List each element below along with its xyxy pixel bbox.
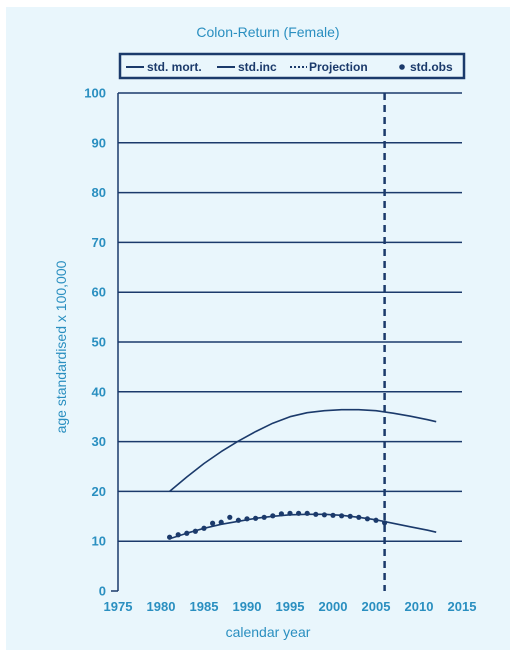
legend-swatch-std-obs	[399, 64, 405, 70]
obs-point-2001	[339, 513, 345, 519]
obs-point-1992	[261, 514, 267, 520]
x-tick-label-1975: 1975	[104, 599, 133, 614]
obs-point-1995	[287, 510, 293, 516]
y-tick-label-0: 0	[99, 584, 106, 599]
obs-point-1994	[278, 511, 284, 517]
series-std-inc-line	[169, 408, 437, 493]
y-tick-label-10: 10	[92, 534, 106, 549]
y-tick-label-40: 40	[92, 384, 106, 399]
legend-label-std-mort: std. mort.	[147, 60, 202, 74]
obs-point-1988	[227, 514, 233, 520]
chart-title: Colon-Return (Female)	[196, 24, 339, 40]
x-axis-title: calendar year	[226, 624, 311, 640]
y-tick-label-60: 60	[92, 285, 106, 300]
x-tick-label-1985: 1985	[190, 599, 219, 614]
obs-point-1991	[253, 515, 259, 521]
obs-point-1987	[218, 519, 224, 525]
obs-point-1985	[201, 525, 207, 531]
obs-point-1983	[184, 530, 190, 536]
legend: std. mort. std.inc Projection std.obs	[118, 52, 466, 80]
y-tick-label-20: 20	[92, 484, 106, 499]
chart-svg: Colon-Return (Female) std. mort. std.inc…	[53, 24, 477, 640]
legend-box	[118, 52, 466, 80]
obs-point-2000	[330, 512, 336, 518]
x-tick-label-2015: 2015	[448, 599, 477, 614]
obs-point-1993	[270, 513, 276, 519]
obs-point-1999	[321, 512, 327, 518]
obs-point-2004	[364, 516, 370, 522]
obs-point-1998	[313, 511, 319, 517]
obs-point-1990	[244, 516, 250, 522]
obs-point-1989	[235, 517, 241, 523]
x-tick-label-2000: 2000	[319, 599, 348, 614]
legend-label-std-obs: std.obs	[410, 60, 453, 74]
obs-point-2006	[382, 520, 388, 526]
chart-panel: Colon-Return (Female) std. mort. std.inc…	[6, 7, 510, 650]
series-std-mort-line	[169, 513, 437, 540]
legend-label-projection: Projection	[309, 60, 368, 74]
x-tick-labels: 1975 1980 1985 1990 1995 2000 2005 2010 2015	[104, 599, 477, 614]
series	[167, 93, 437, 591]
obs-point-1996	[296, 510, 302, 516]
x-tick-label-1990: 1990	[233, 599, 262, 614]
series-std-obs	[167, 510, 388, 540]
x-tick-label-1995: 1995	[276, 599, 305, 614]
obs-point-1984	[192, 528, 198, 534]
y-tick-label-70: 70	[92, 235, 106, 250]
obs-point-2005	[373, 517, 379, 523]
obs-point-2003	[356, 514, 362, 520]
obs-point-2002	[347, 513, 353, 519]
y-tick-label-90: 90	[92, 135, 106, 150]
obs-point-1986	[210, 520, 216, 526]
x-tick-label-2005: 2005	[362, 599, 391, 614]
obs-point-1982	[175, 532, 181, 538]
axes	[111, 93, 119, 592]
y-tick-label-100: 100	[84, 86, 106, 101]
y-axis-title: age standardised x 100,000	[53, 260, 69, 433]
obs-point-1997	[304, 510, 310, 516]
y-tick-labels: 0 10 20 30 40 50 60 70 80 90 100	[84, 86, 106, 599]
y-tick-label-30: 30	[92, 434, 106, 449]
gridlines	[118, 92, 462, 542]
y-tick-label-50: 50	[92, 335, 106, 350]
y-tick-label-80: 80	[92, 185, 106, 200]
obs-point-1981	[167, 534, 173, 540]
x-tick-label-1980: 1980	[147, 599, 176, 614]
x-tick-label-2010: 2010	[405, 599, 434, 614]
legend-label-std-inc: std.inc	[238, 60, 277, 74]
